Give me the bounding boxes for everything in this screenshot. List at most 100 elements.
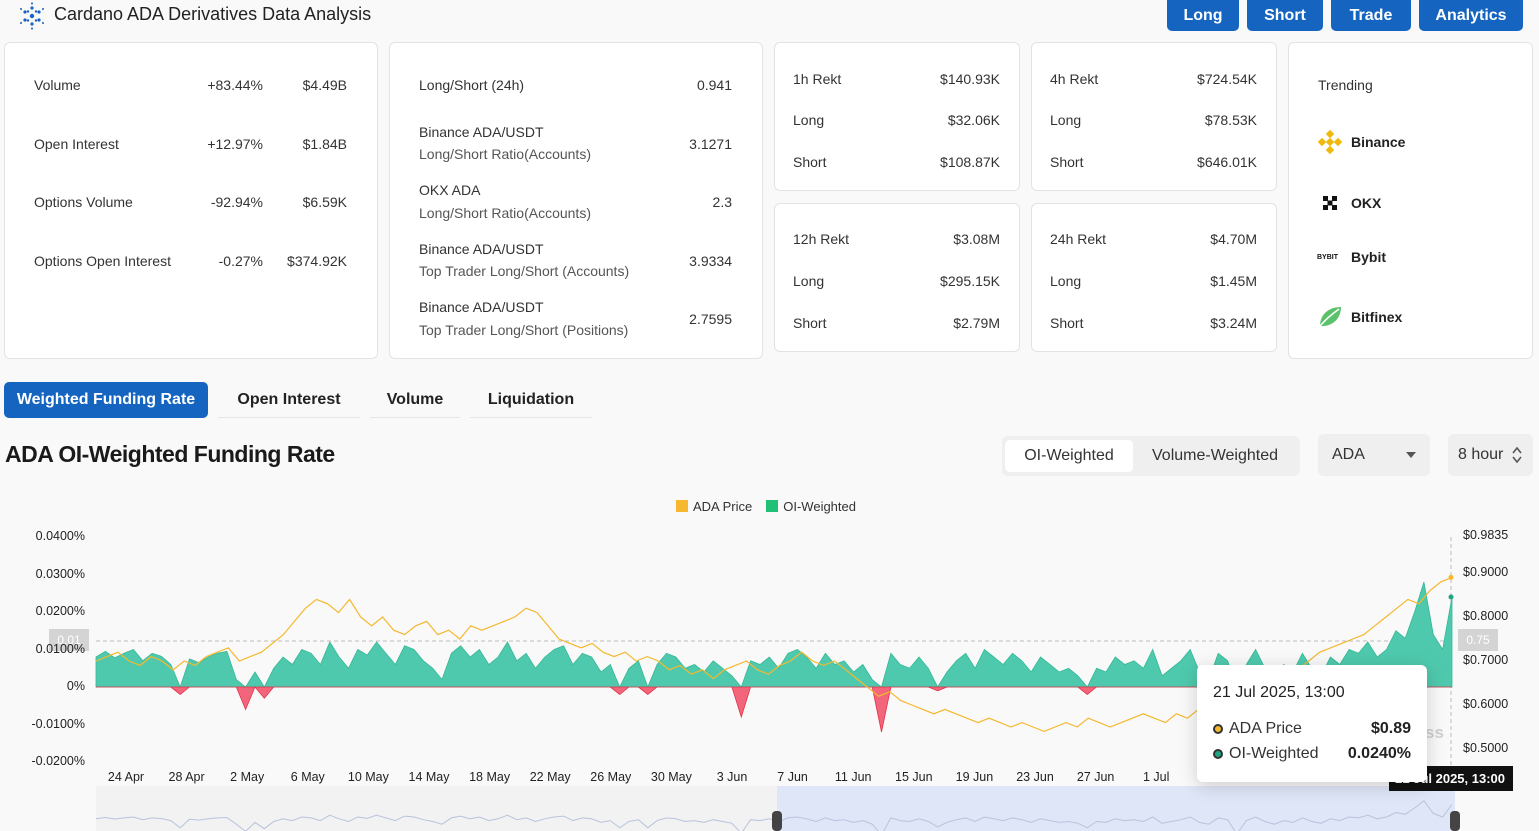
rekt-title: 24h Rekt bbox=[1050, 231, 1107, 247]
ratio-value: 0.941 bbox=[696, 77, 732, 93]
x-axis-tick: 27 Jun bbox=[1076, 770, 1115, 784]
zoom-slider-window[interactable] bbox=[777, 786, 1455, 831]
interval-select-value: 8 hour bbox=[1458, 446, 1504, 463]
rekt-short-label: Short bbox=[793, 315, 827, 331]
rekt-long-label: Long bbox=[1050, 273, 1082, 289]
oi-weighted-option[interactable]: OI-Weighted bbox=[1005, 440, 1133, 472]
tooltip-price-label: ADA Price bbox=[1213, 720, 1302, 738]
rekt-card-24h: 24h Rekt $4.70M Long $1.45M Short $3.24M bbox=[1031, 203, 1277, 352]
overview-value: $4.49B bbox=[302, 77, 347, 93]
rekt-long-value: $78.53K bbox=[1204, 112, 1257, 128]
y-right-tick: $0.7000 bbox=[1463, 653, 1509, 667]
zoom-handle-right[interactable] bbox=[1450, 811, 1460, 831]
rekt-long-label: Long bbox=[793, 273, 825, 289]
overview-label: Options Volume bbox=[34, 194, 133, 210]
ratio-sublabel: Long/Short Ratio(Accounts) bbox=[419, 146, 591, 162]
tooltip-oi-dot bbox=[1213, 748, 1223, 759]
x-axis-tick: 26 May bbox=[590, 770, 632, 784]
nav-analytics-button[interactable]: Analytics bbox=[1419, 0, 1523, 31]
rekt-card-12h: 12h Rekt $3.08M Long $295.15K Short $2.7… bbox=[774, 203, 1020, 352]
tab-liquidation[interactable]: Liquidation bbox=[470, 382, 592, 418]
ratio-label: Long/Short (24h) bbox=[419, 77, 525, 93]
x-axis-tick: 23 Jun bbox=[1016, 770, 1054, 784]
tooltip-oi-label: OI-Weighted bbox=[1213, 745, 1319, 763]
overview-change: -92.94% bbox=[210, 194, 263, 210]
legend-item-oi[interactable]: OI-Weighted bbox=[766, 499, 856, 514]
symbol-select[interactable]: ADA bbox=[1318, 434, 1430, 476]
tab-weighted-funding-rate[interactable]: Weighted Funding Rate bbox=[4, 382, 208, 418]
rekt-long-label: Long bbox=[793, 112, 825, 128]
rekt-short-value: $3.24M bbox=[1210, 315, 1257, 331]
tab-volume[interactable]: Volume bbox=[370, 382, 460, 418]
overview-change: +12.97% bbox=[207, 136, 263, 152]
trending-item-okx[interactable]: OKX bbox=[1317, 190, 1381, 216]
tooltip-date: 21 Jul 2025, 13:00 bbox=[1213, 684, 1345, 701]
legend-item-price[interactable]: ADA Price bbox=[676, 499, 752, 514]
rekt-short-value: $646.01K bbox=[1197, 154, 1257, 170]
trending-item-bybit[interactable]: BYBIT Bybit bbox=[1317, 249, 1386, 265]
y-right-tick: $0.9000 bbox=[1463, 565, 1509, 579]
y-left-tick: 0% bbox=[66, 679, 85, 693]
x-axis-tick: 18 May bbox=[469, 770, 511, 784]
rekt-long-label: Long bbox=[1050, 112, 1082, 128]
tooltip-oi-value: 0.0240% bbox=[1347, 745, 1411, 762]
legend-swatch-oi bbox=[766, 500, 779, 512]
rekt-total: $4.70M bbox=[1210, 231, 1257, 247]
rekt-card-1h: 1h Rekt $140.93K Long $32.06K Short $108… bbox=[774, 42, 1020, 191]
ratio-label: OKX ADA bbox=[419, 182, 481, 198]
y-left-tick: -0.0200% bbox=[31, 754, 85, 768]
x-axis-tick: 11 Jun bbox=[834, 770, 872, 784]
ratio-value: 3.1271 bbox=[689, 136, 732, 152]
chart-tooltip: 21 Jul 2025, 13:00 ADA Price $0.89 OI-We… bbox=[1197, 665, 1427, 782]
x-axis-tick: 10 May bbox=[347, 770, 389, 784]
watermark-text: ss bbox=[1425, 723, 1444, 742]
overview-value: $374.92K bbox=[287, 253, 347, 269]
y-left-tick: 0.0100% bbox=[35, 641, 85, 656]
x-axis-tick: 22 May bbox=[529, 770, 571, 784]
overview-change: +83.44% bbox=[207, 77, 263, 93]
cardano-logo-icon bbox=[20, 2, 44, 30]
crosshair-right-label: 0.75 bbox=[1458, 629, 1498, 651]
rekt-short-label: Short bbox=[1050, 315, 1084, 331]
rekt-total: $3.08M bbox=[953, 231, 1000, 247]
y-left-tick: -0.0100% bbox=[31, 716, 85, 731]
x-axis-tick: 3 Jun bbox=[716, 770, 748, 784]
interval-select[interactable]: 8 hour bbox=[1448, 434, 1533, 476]
overview-label: Open Interest bbox=[34, 136, 119, 152]
rekt-title: 1h Rekt bbox=[793, 71, 842, 87]
trending-title: Trending bbox=[1318, 77, 1373, 93]
price-end-point bbox=[1448, 574, 1454, 580]
nav-short-button[interactable]: Short bbox=[1247, 0, 1323, 31]
chart-title: ADA OI-Weighted Funding Rate bbox=[5, 441, 335, 467]
trending-item-label: Bitfinex bbox=[1351, 309, 1403, 325]
volume-weighted-option[interactable]: Volume-Weighted bbox=[1152, 447, 1278, 464]
x-axis-tick: 30 May bbox=[650, 770, 692, 784]
trending-item-label: OKX bbox=[1351, 195, 1382, 211]
x-axis-tick: 28 Apr bbox=[168, 770, 205, 784]
y-right-tick: $0.6000 bbox=[1463, 697, 1509, 711]
trending-item-bitfinex[interactable]: Bitfinex bbox=[1317, 304, 1402, 330]
rekt-long-value: $1.45M bbox=[1210, 273, 1257, 289]
tooltip-price-dot bbox=[1213, 723, 1223, 734]
caret-down-icon bbox=[1406, 452, 1416, 458]
y-left-tick: 0.0200% bbox=[35, 604, 85, 618]
nav-long-button[interactable]: Long bbox=[1167, 0, 1239, 31]
ratio-value: 2.3 bbox=[712, 194, 732, 210]
ratio-label: Binance ADA/USDT bbox=[419, 299, 544, 315]
zoom-handle-left[interactable] bbox=[772, 811, 782, 831]
ratio-value: 3.9334 bbox=[689, 253, 732, 269]
binance-icon bbox=[1317, 129, 1343, 155]
y-right-tick: $0.5000 bbox=[1463, 741, 1509, 755]
x-axis-tick: 6 May bbox=[290, 770, 325, 784]
trending-card: Trending Binance OKX BYBIT Bybit bbox=[1288, 42, 1533, 359]
symbol-select-value: ADA bbox=[1332, 446, 1365, 463]
trending-item-label: Bybit bbox=[1351, 249, 1386, 265]
nav-trade-button[interactable]: Trade bbox=[1331, 0, 1411, 31]
crosshair-left-label: 0.01 bbox=[49, 629, 89, 651]
ratio-sublabel: Top Trader Long/Short (Accounts) bbox=[419, 263, 630, 279]
trending-item-label: Binance bbox=[1351, 134, 1406, 150]
y-right-tick: $0.8000 bbox=[1463, 609, 1509, 623]
rekt-long-value: $295.15K bbox=[940, 273, 1000, 289]
tab-open-interest[interactable]: Open Interest bbox=[218, 382, 360, 418]
trending-item-binance[interactable]: Binance bbox=[1317, 129, 1405, 155]
